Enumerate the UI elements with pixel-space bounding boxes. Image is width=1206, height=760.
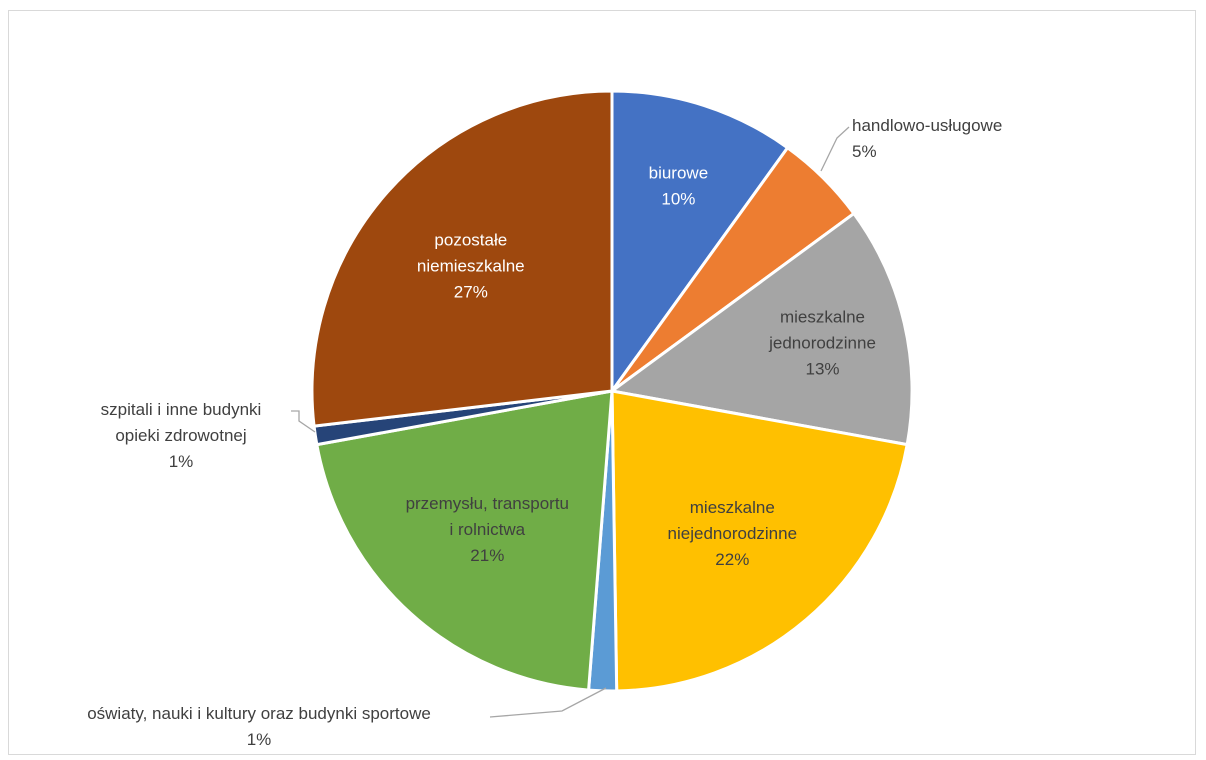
pie-slice-biurowe	[610, 89, 790, 396]
data-label-category: i rolnictwa	[450, 520, 526, 539]
data-label-handlowo-usługowe: handlowo-usługowe 5%	[852, 116, 1002, 161]
data-label-percent: 1%	[169, 452, 194, 471]
data-label-category: oświaty, nauki i kultury oraz budynki sp…	[87, 704, 431, 723]
leader-line-handlowo-usługowe	[820, 126, 850, 172]
data-label-mieszkalne-jednorodzinne: mieszkalne jednorodzinne 13%	[768, 308, 876, 379]
data-label-przemysłu-transportu-i-rolnictwa: przemysłu, transportu i rolnictwa 21%	[406, 494, 569, 565]
data-label-percent: 10%	[661, 190, 695, 209]
leader-line-szpitali-i-inne-budynki-opieki-zdrowotnej	[291, 410, 316, 433]
data-label-category: pozostałe	[434, 230, 507, 249]
data-label-category: biurowe	[649, 164, 709, 183]
data-label-percent: 5%	[852, 142, 877, 161]
data-label-category: mieszkalne	[780, 308, 865, 327]
pie-slice-mieszkalne-niejednorodzinne	[610, 389, 909, 693]
data-label-biurowe: biurowe 10%	[649, 164, 709, 209]
data-label-category: szpitali i inne budynki	[101, 400, 262, 419]
pie-chart: biurowe 10% handlowo-usługowe 5% mieszkalne j…	[87, 89, 1002, 749]
pie-slice-przemysłu-transportu-i-rolnictwa	[315, 389, 614, 692]
data-label-category: handlowo-usługowe	[852, 116, 1002, 135]
data-label-percent: 21%	[470, 546, 504, 565]
data-label-szpitali-i-inne-budynki-opieki-zdrowotnej: szpitali i inne budynki opieki zdrowotnej…	[101, 400, 262, 471]
leader-line-oświaty-nauki-i-kultury-oraz-budynki-sportowe	[489, 687, 607, 718]
data-label-category: niemieszkalne	[417, 256, 525, 275]
data-label-mieszkalne-niejednorodzinne: mieszkalne niejednorodzinne 22%	[668, 498, 798, 569]
data-label-percent: 13%	[805, 360, 839, 379]
data-label-category: opieki zdrowotnej	[115, 426, 246, 445]
data-labels: biurowe 10% handlowo-usługowe 5% mieszkalne j…	[87, 116, 1002, 749]
data-label-percent: 22%	[715, 550, 749, 569]
chart-area: biurowe 10% handlowo-usługowe 5% mieszkalne j…	[8, 10, 1196, 755]
pie-slices	[310, 89, 914, 693]
data-label-percent: 27%	[454, 282, 488, 301]
data-label-percent: 1%	[247, 730, 272, 749]
pie-slice-pozostałe-niemieszkalne	[310, 89, 614, 428]
data-label-oświaty-nauki-i-kultury-oraz-budynki-sportowe: oświaty, nauki i kultury oraz budynki sp…	[87, 704, 431, 749]
data-label-pozostałe-niemieszkalne: pozostałe niemieszkalne 27%	[417, 230, 525, 301]
data-label-category: jednorodzinne	[768, 334, 876, 353]
data-label-category: przemysłu, transportu	[406, 494, 569, 513]
pie-slice-mieszkalne-jednorodzinne	[608, 211, 914, 447]
data-label-category: niejednorodzinne	[668, 524, 798, 543]
data-label-category: mieszkalne	[690, 498, 775, 517]
